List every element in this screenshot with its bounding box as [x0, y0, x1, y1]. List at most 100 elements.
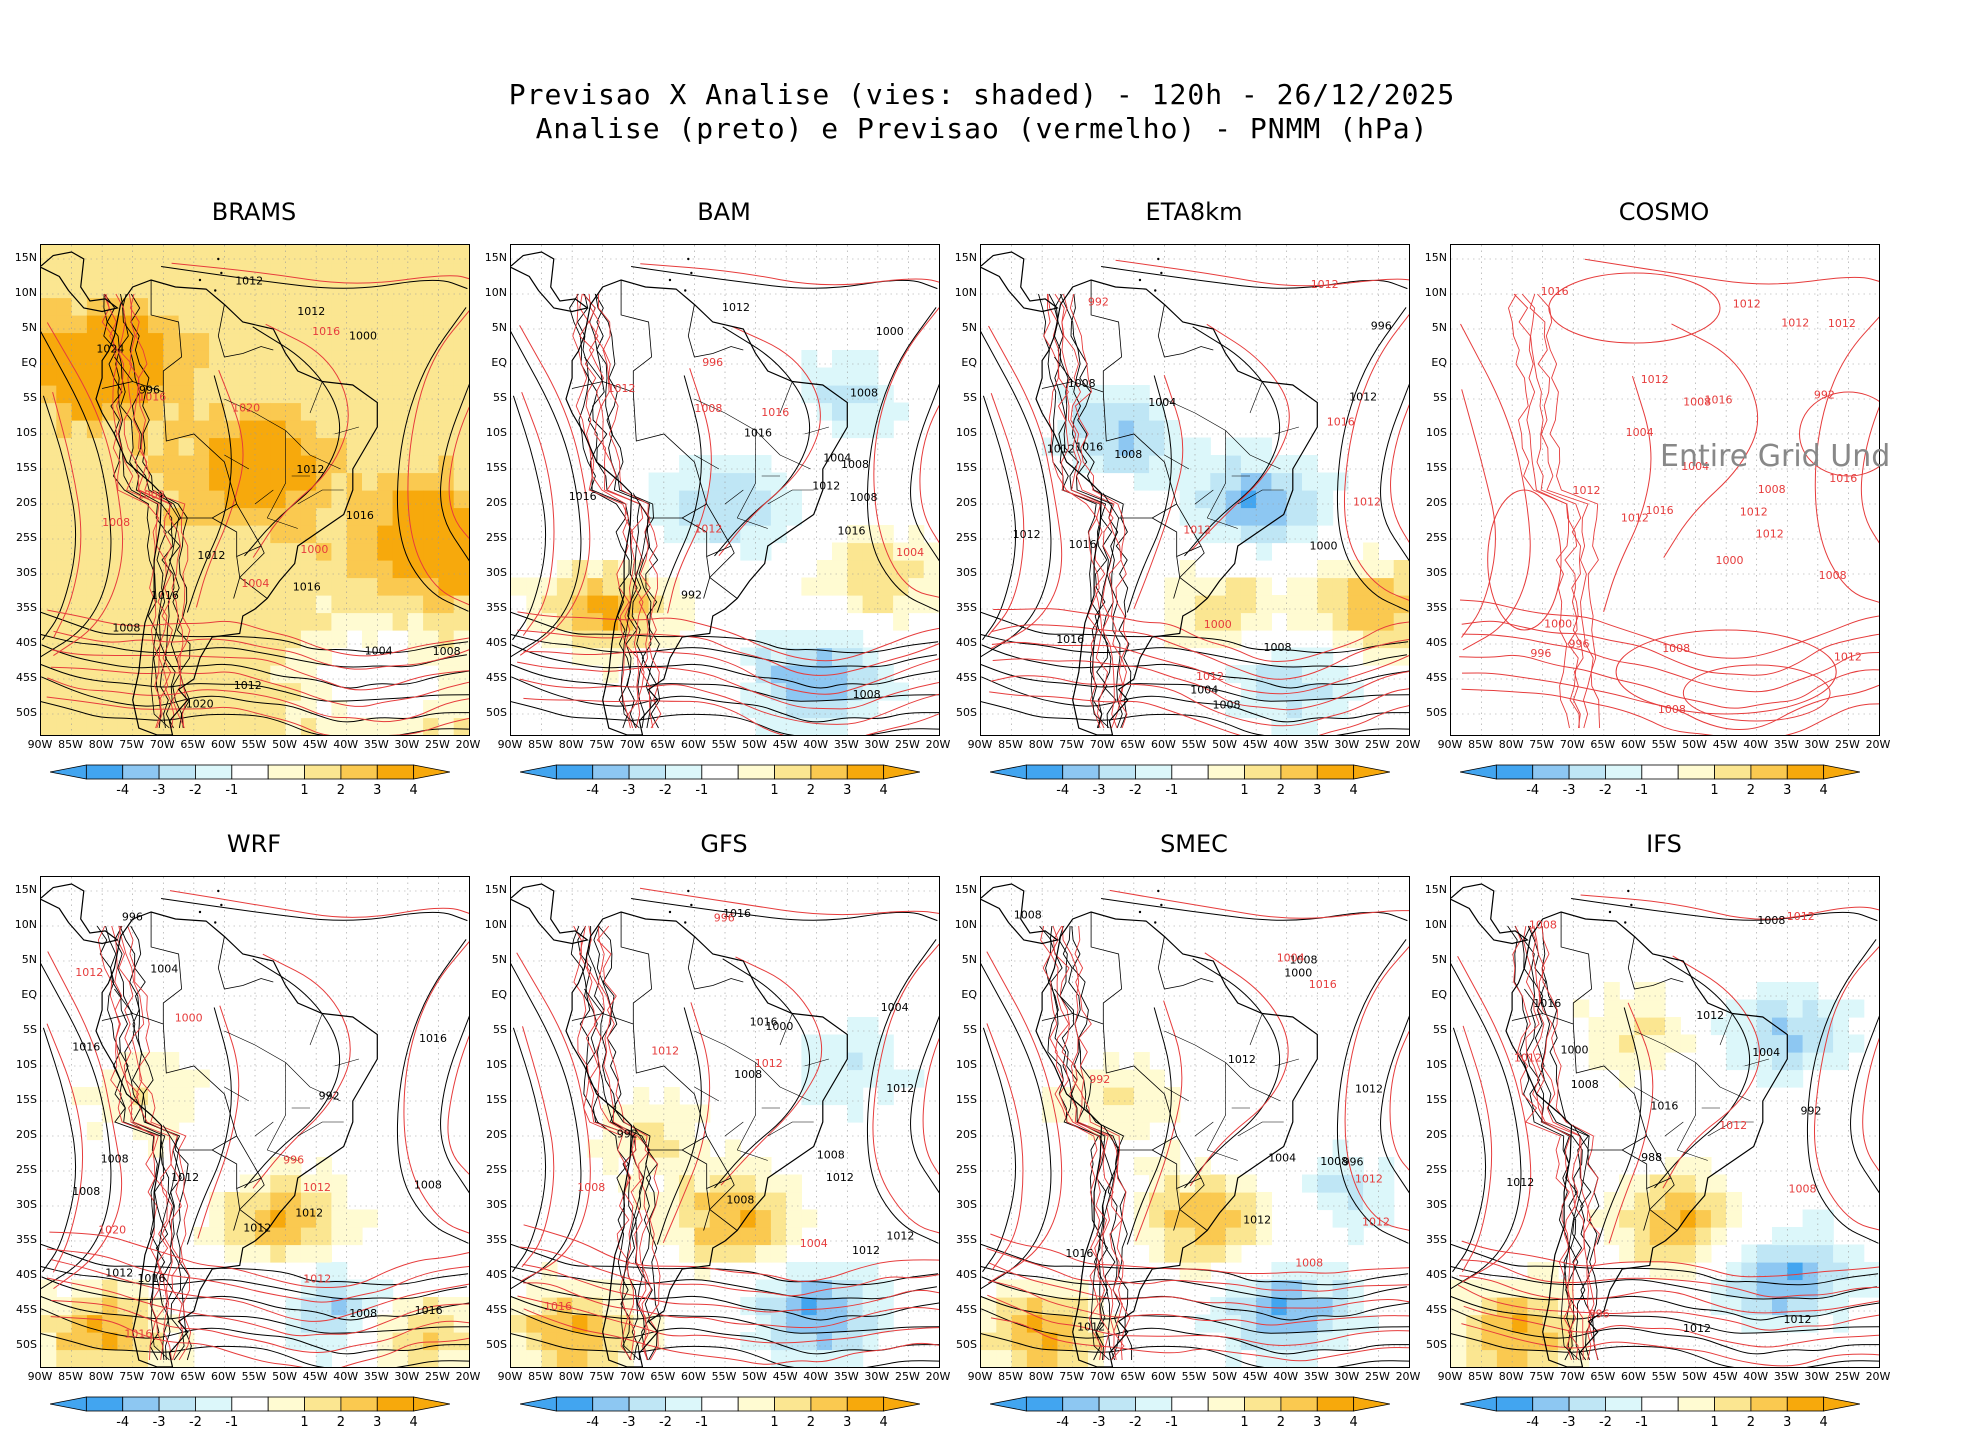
lon-tick-label: 65W — [180, 738, 206, 751]
bias-cell — [816, 1332, 833, 1351]
bias-cell — [285, 315, 302, 334]
analysis-contour — [981, 611, 1409, 654]
colorbar-segment — [122, 1396, 160, 1412]
contour-label: 1004 — [896, 546, 924, 559]
bias-cell — [132, 1297, 149, 1316]
bias-cell — [556, 577, 573, 596]
bias-cell — [453, 1314, 469, 1333]
bias-cell — [1710, 1017, 1727, 1036]
bias-cell — [893, 402, 909, 421]
colorbar-label: 2 — [1276, 1415, 1286, 1430]
bias-cell — [300, 262, 317, 281]
colorbar-segment — [1786, 1396, 1825, 1412]
bias-cell — [1133, 385, 1150, 404]
analysis-contour — [161, 266, 468, 290]
bias-cell — [178, 1104, 195, 1123]
bias-cell — [1317, 647, 1334, 666]
bias-cell — [407, 647, 424, 666]
bias-cell — [1286, 525, 1303, 544]
bias-cell — [453, 1332, 469, 1351]
bias-cell — [1225, 507, 1242, 526]
colorbar-segment — [195, 764, 233, 780]
contour-label: 1012 — [1353, 496, 1381, 509]
bias-cell — [1210, 1314, 1227, 1333]
lat-tick-label: 5S — [23, 1023, 37, 1036]
bias-cell — [178, 315, 195, 334]
forecast-contour — [1344, 314, 1409, 601]
state-border — [737, 517, 768, 529]
bias-cell — [1271, 1262, 1288, 1281]
bias-cell — [1164, 1139, 1181, 1158]
state-border — [1237, 1121, 1284, 1137]
bias-cell — [193, 542, 210, 561]
forecast-contour — [1459, 654, 1879, 709]
analysis-contour — [41, 664, 469, 702]
island — [668, 910, 672, 914]
bias-cell — [270, 700, 287, 719]
bias-cell — [572, 1297, 588, 1316]
bias-cell — [209, 1227, 225, 1246]
bias-cell — [316, 490, 332, 509]
bias-cell — [362, 1297, 378, 1316]
colorbar-segment — [628, 764, 666, 780]
bias-cell — [316, 647, 332, 666]
bias-cell — [1164, 1157, 1181, 1176]
analysis-contour — [1451, 1308, 1879, 1355]
bias-cell — [1256, 1349, 1272, 1367]
bias-cell — [163, 1052, 180, 1071]
country-border — [1152, 517, 1202, 558]
bias-cell — [71, 297, 88, 316]
bias-cell — [1103, 1069, 1120, 1088]
bias-cell — [755, 1332, 772, 1351]
lon-tick-label: 65W — [650, 1370, 676, 1383]
analysis-contour — [41, 701, 469, 735]
bias-cell — [1133, 1104, 1150, 1123]
bias-cell — [407, 630, 424, 649]
bias-cell — [847, 350, 864, 369]
bias-cell — [862, 367, 879, 386]
bias-cell — [1133, 1122, 1150, 1141]
bias-cell — [755, 1297, 772, 1316]
bias-cell — [1103, 385, 1120, 404]
bias-cell — [587, 612, 604, 631]
forecast-contour — [252, 953, 351, 1189]
bias-cell — [679, 490, 695, 509]
lat-tick-label: 45S — [956, 671, 977, 684]
bias-cell — [117, 297, 134, 316]
bias-cell — [1256, 682, 1272, 701]
bias-cell — [893, 577, 909, 596]
bias-cell — [648, 1227, 665, 1246]
bias-cell — [377, 1279, 394, 1298]
lat-tick-label: 45S — [16, 1303, 37, 1316]
bias-cell — [755, 455, 772, 474]
bias-cell — [316, 262, 332, 281]
bias-cell — [224, 1244, 241, 1263]
bias-cell — [346, 420, 363, 439]
contour-label: 1016 — [415, 1304, 443, 1317]
bias-cell — [163, 315, 180, 334]
bias-cell — [56, 385, 73, 404]
state-border — [1207, 517, 1238, 529]
lat-tick-label: 25S — [486, 1163, 507, 1176]
bias-cell — [1256, 595, 1272, 614]
south-america-coast — [1035, 911, 1318, 1367]
colorbar-label: 2 — [806, 783, 816, 798]
bias-cell — [239, 367, 256, 386]
bias-cell — [1527, 1297, 1544, 1316]
bias-cell — [377, 437, 394, 456]
analysis-contour — [656, 1007, 702, 1245]
country-border — [1090, 1149, 1119, 1361]
country-border — [1054, 988, 1074, 1014]
bias-cell — [1787, 1262, 1804, 1281]
bias-cell — [1695, 1192, 1712, 1211]
bias-cell — [453, 542, 469, 561]
bias-cell — [1133, 1192, 1150, 1211]
lon-tick-label: 50W — [742, 1370, 767, 1383]
colorbar-segment — [592, 764, 630, 780]
lon-tick-label: 90W — [1437, 1370, 1463, 1383]
colorbar-segment — [1135, 764, 1173, 780]
bias-cell — [1210, 1227, 1227, 1246]
bias-cell — [331, 245, 348, 264]
bias-cell — [862, 385, 879, 404]
bias-cell — [740, 1244, 757, 1263]
